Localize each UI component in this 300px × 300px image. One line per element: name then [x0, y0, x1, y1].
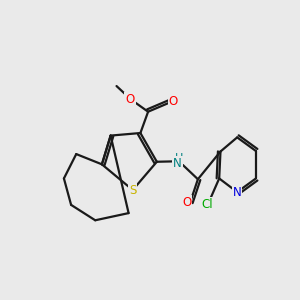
- Text: H: H: [175, 154, 183, 164]
- Text: N: N: [173, 157, 182, 169]
- Text: O: O: [182, 196, 191, 209]
- Text: O: O: [169, 94, 178, 108]
- Text: N: N: [233, 186, 242, 199]
- Text: O: O: [125, 93, 135, 106]
- Text: S: S: [129, 184, 136, 196]
- Text: Cl: Cl: [202, 198, 214, 212]
